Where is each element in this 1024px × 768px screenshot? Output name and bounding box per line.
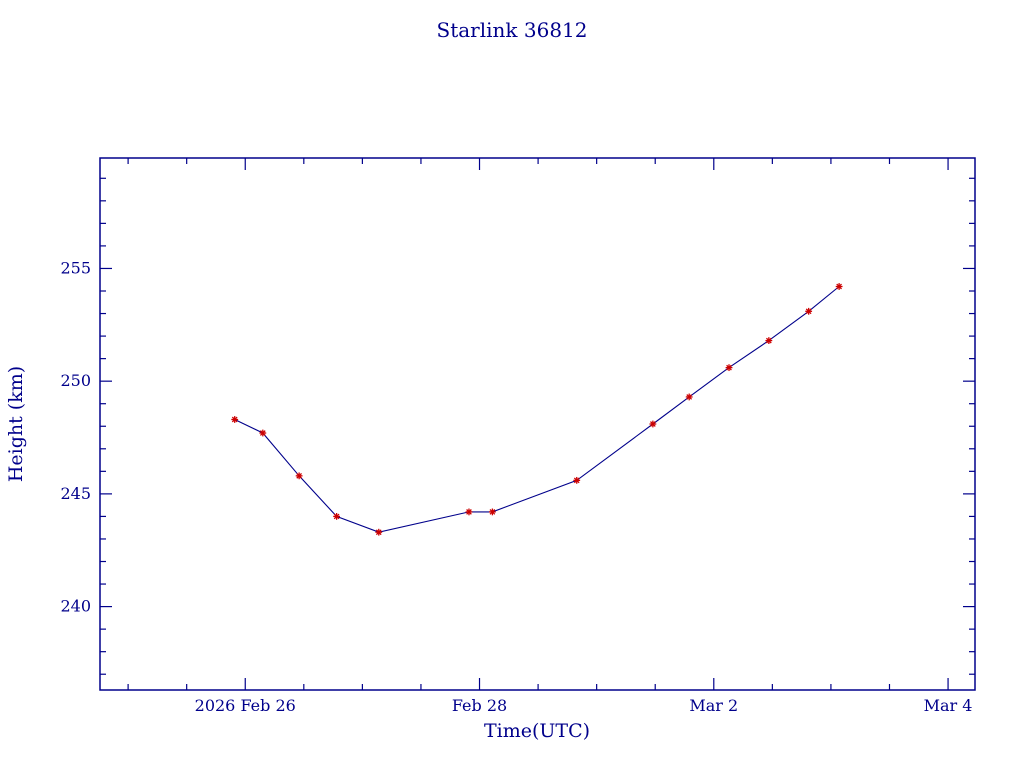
x-tick-label: Mar 2 xyxy=(689,696,738,715)
x-axis-label: Time(UTC) xyxy=(484,720,590,742)
y-axis-label: Height (km) xyxy=(5,366,27,482)
height-series-line xyxy=(234,286,840,533)
tick-marks xyxy=(100,158,975,690)
axes-frame xyxy=(99,157,976,691)
data-point-marker xyxy=(489,508,496,516)
x-tick-label: Mar 4 xyxy=(924,696,973,715)
y-tick-label: 250 xyxy=(60,371,91,390)
data-point-marker xyxy=(725,364,733,372)
data-point-marker xyxy=(685,393,693,401)
chart-title: Starlink 36812 xyxy=(437,18,588,42)
data-point-marker xyxy=(259,429,267,437)
plot-area: 2026 Feb 26 Feb 28 Mar 2 Mar 4 240 245 250 255 xyxy=(60,157,976,715)
data-point-marker xyxy=(765,337,773,344)
y-tick-label: 245 xyxy=(60,484,91,503)
x-tick-label: 2026 Feb 26 xyxy=(195,696,296,715)
data-point-markers xyxy=(231,283,843,536)
y-tick-label: 255 xyxy=(60,258,91,277)
data-point-marker xyxy=(375,528,383,536)
tick-labels: 2026 Feb 26 Feb 28 Mar 2 Mar 4 240 245 250 255 xyxy=(60,258,972,715)
data-point-marker xyxy=(805,307,813,315)
data-point-marker xyxy=(295,472,303,480)
data-point-marker xyxy=(649,420,657,428)
data-point-marker xyxy=(231,416,239,423)
x-tick-label: Feb 28 xyxy=(452,696,507,715)
data-point-marker xyxy=(835,283,843,290)
data-point-marker xyxy=(465,508,473,516)
y-tick-label: 240 xyxy=(60,597,91,616)
data-point-marker xyxy=(333,513,341,520)
data-point-marker xyxy=(573,476,581,484)
